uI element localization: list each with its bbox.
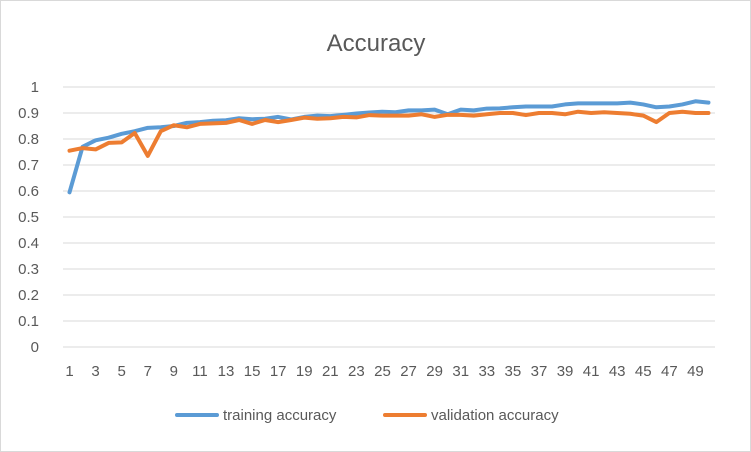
y-tick-label: 0.8: [18, 131, 39, 148]
x-tick-label: 37: [531, 363, 548, 380]
legend-label: validation accuracy: [431, 407, 559, 424]
x-tick-label: 25: [374, 363, 391, 380]
x-tick-label: 41: [583, 363, 600, 380]
y-tick-label: 0.1: [18, 313, 39, 330]
x-axis-ticks: 1 3 5 7 9 11 13 15 17 19 21 23 25 27 29 31 33 35 37 39 41 43 4…: [65, 363, 703, 380]
y-tick-label: 0.2: [18, 287, 39, 304]
y-tick-label: 0.7: [18, 157, 39, 174]
y-tick-label: 0.3: [18, 261, 39, 278]
x-tick-label: 5: [118, 363, 126, 380]
x-tick-label: 15: [244, 363, 261, 380]
y-tick-label: 0.9: [18, 105, 39, 122]
x-tick-label: 9: [170, 363, 178, 380]
legend: training accuracy validation accuracy: [175, 407, 559, 424]
x-tick-label: 11: [192, 363, 208, 380]
x-tick-label: 21: [322, 363, 339, 380]
y-tick-label: 0: [31, 339, 39, 356]
series-layer: [67, 99, 711, 195]
x-tick-label: 43: [609, 363, 626, 380]
chart-title: Accuracy: [327, 30, 426, 57]
x-tick-label: 27: [400, 363, 417, 380]
x-tick-label: 29: [426, 363, 443, 380]
x-tick-label: 13: [218, 363, 235, 380]
x-tick-label: 1: [65, 363, 73, 380]
y-tick-label: 0.5: [18, 209, 39, 226]
y-axis-ticks: 0 0.1 0.2 0.3 0.4 0.5 0.6 0.7 0.8 0.9 1: [18, 79, 39, 356]
x-tick-label: 23: [348, 363, 365, 380]
y-tick-label: 1: [31, 79, 39, 96]
x-tick-label: 3: [91, 363, 99, 380]
x-tick-label: 39: [557, 363, 574, 380]
x-tick-label: 31: [452, 363, 469, 380]
x-tick-label: 47: [661, 363, 678, 380]
x-tick-label: 17: [270, 363, 287, 380]
series-line-validation: [67, 109, 711, 158]
x-tick-label: 35: [505, 363, 522, 380]
y-tick-label: 0.4: [18, 235, 39, 252]
x-tick-label: 7: [144, 363, 152, 380]
y-tick-label: 0.6: [18, 183, 39, 200]
x-tick-label: 49: [687, 363, 704, 380]
x-tick-label: 19: [296, 363, 313, 380]
legend-label: training accuracy: [223, 407, 337, 424]
x-tick-label: 45: [635, 363, 652, 380]
x-tick-label: 33: [478, 363, 495, 380]
